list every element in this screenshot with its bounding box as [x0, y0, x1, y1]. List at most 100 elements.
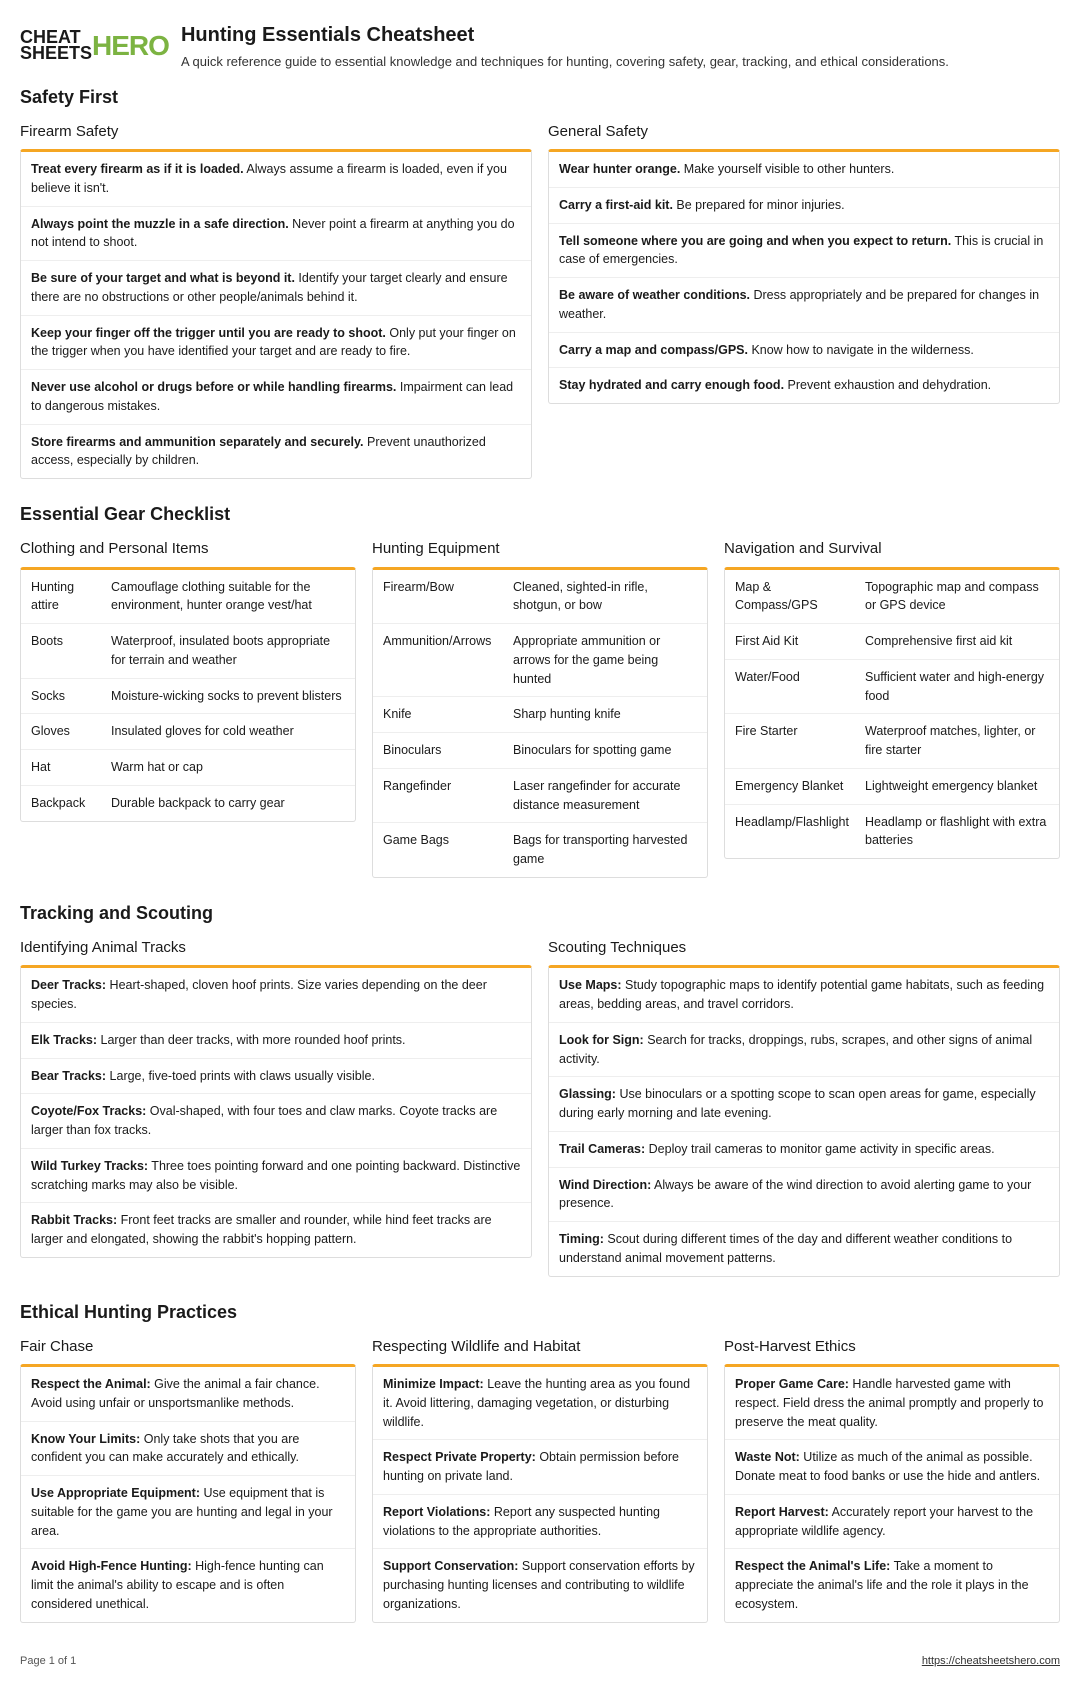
- table-key: Headlamp/Flashlight: [735, 813, 855, 851]
- table-value: Comprehensive first aid kit: [865, 632, 1049, 651]
- rule-item: Carry a first-aid kit. Be prepared for m…: [549, 188, 1059, 224]
- rule-bold: Timing:: [559, 1232, 604, 1246]
- rule-item: Use Maps: Study topographic maps to iden…: [549, 968, 1059, 1023]
- header-text: Hunting Essentials Cheatsheet A quick re…: [181, 20, 949, 72]
- card-post-harvest: Proper Game Care: Handle harvested game …: [724, 1364, 1060, 1623]
- card-scouting: Use Maps: Study topographic maps to iden…: [548, 965, 1060, 1276]
- rule-bold: Store firearms and ammunition separately…: [31, 435, 364, 449]
- table-value: Bags for transporting harvested game: [513, 831, 697, 869]
- page-title: Hunting Essentials Cheatsheet: [181, 20, 949, 50]
- rule-bold: Report Harvest:: [735, 1505, 829, 1519]
- subsection-title: General Safety: [548, 121, 1060, 144]
- card-equipment: Firearm/BowCleaned, sighted-in rifle, sh…: [372, 567, 708, 878]
- rule-bold: Support Conservation:: [383, 1559, 518, 1573]
- rule-item: Wind Direction: Always be aware of the w…: [549, 1168, 1059, 1223]
- rule-bold: Trail Cameras:: [559, 1142, 645, 1156]
- rule-bold: Keep your finger off the trigger until y…: [31, 326, 386, 340]
- rule-bold: Always point the muzzle in a safe direct…: [31, 217, 289, 231]
- table-value: Topographic map and compass or GPS devic…: [865, 578, 1049, 616]
- rule-item: Respect the Animal's Life: Take a moment…: [725, 1549, 1059, 1621]
- table-key: Rangefinder: [383, 777, 503, 815]
- footer-link[interactable]: https://cheatsheetshero.com: [922, 1653, 1060, 1670]
- rule-item: Elk Tracks: Larger than deer tracks, wit…: [21, 1023, 531, 1059]
- rule-bold: Look for Sign:: [559, 1033, 644, 1047]
- rule-bold: Use Maps:: [559, 978, 622, 992]
- table-key: Gloves: [31, 722, 101, 741]
- rule-item: Bear Tracks: Large, five-toed prints wit…: [21, 1059, 531, 1095]
- table-value: Appropriate ammunition or arrows for the…: [513, 632, 697, 688]
- rule-item: Waste Not: Utilize as much of the animal…: [725, 1440, 1059, 1495]
- card-tracks: Deer Tracks: Heart-shaped, cloven hoof p…: [20, 965, 532, 1258]
- rule-bold: Respect the Animal:: [31, 1377, 151, 1391]
- rule-bold: Stay hydrated and carry enough food.: [559, 378, 784, 392]
- table-key: Socks: [31, 687, 101, 706]
- footer: Page 1 of 1 https://cheatsheetshero.com: [20, 1653, 1060, 1670]
- subsection-title: Clothing and Personal Items: [20, 538, 356, 561]
- subsection-title: Hunting Equipment: [372, 538, 708, 561]
- card-respect: Minimize Impact: Leave the hunting area …: [372, 1364, 708, 1623]
- table-value: Headlamp or flashlight with extra batter…: [865, 813, 1049, 851]
- table-key: Hunting attire: [31, 578, 101, 616]
- table-row: Headlamp/Flashlight Headlamp or flashligh…: [725, 805, 1059, 859]
- table-value: Waterproof matches, lighter, or fire sta…: [865, 722, 1049, 760]
- logo-text-right: HERO: [92, 34, 169, 58]
- rule-item: Be sure of your target and what is beyon…: [21, 261, 531, 316]
- table-value: Moisture-wicking socks to prevent bliste…: [111, 687, 345, 706]
- table-key: Boots: [31, 632, 101, 670]
- rule-item: Wear hunter orange. Make yourself visibl…: [549, 152, 1059, 188]
- header: CHEATSHEETS HERO Hunting Essentials Chea…: [20, 20, 1060, 72]
- rule-item: Timing: Scout during different times of …: [549, 1222, 1059, 1276]
- section-heading-gear: Essential Gear Checklist: [20, 501, 1060, 528]
- rule-bold: Elk Tracks:: [31, 1033, 97, 1047]
- table-value: Warm hat or cap: [111, 758, 345, 777]
- rule-bold: Glassing:: [559, 1087, 616, 1101]
- table-value: Binoculars for spotting game: [513, 741, 697, 760]
- rule-bold: Proper Game Care:: [735, 1377, 849, 1391]
- table-row: KnifeSharp hunting knife: [373, 697, 707, 733]
- table-value: Insulated gloves for cold weather: [111, 722, 345, 741]
- page-number: Page 1 of 1: [20, 1653, 76, 1670]
- table-row: Emergency BlanketLightweight emergency b…: [725, 769, 1059, 805]
- subsection-title: Fair Chase: [20, 1336, 356, 1359]
- rule-bold: Wear hunter orange.: [559, 162, 680, 176]
- table-row: BootsWaterproof, insulated boots appropr…: [21, 624, 355, 679]
- logo: CHEATSHEETS HERO: [20, 20, 169, 72]
- rule-item: Never use alcohol or drugs before or whi…: [21, 370, 531, 425]
- rule-item: Stay hydrated and carry enough food. Pre…: [549, 368, 1059, 403]
- table-key: Emergency Blanket: [735, 777, 855, 796]
- subsection-title: Post-Harvest Ethics: [724, 1336, 1060, 1359]
- table-row: Firearm/BowCleaned, sighted-in rifle, sh…: [373, 570, 707, 625]
- rule-bold: Be aware of weather conditions.: [559, 288, 750, 302]
- rule-item: Be aware of weather conditions. Dress ap…: [549, 278, 1059, 333]
- rule-item: Use Appropriate Equipment: Use equipment…: [21, 1476, 355, 1549]
- subsection-title: Scouting Techniques: [548, 937, 1060, 960]
- table-row: Hunting attireCamouflage clothing suitab…: [21, 570, 355, 625]
- rule-bold: Report Violations:: [383, 1505, 490, 1519]
- subsection-title: Respecting Wildlife and Habitat: [372, 1336, 708, 1359]
- table-row: Hat Warm hat or cap: [21, 750, 355, 786]
- rule-bold: Avoid High-Fence Hunting:: [31, 1559, 192, 1573]
- rule-bold: Respect the Animal's Life:: [735, 1559, 890, 1573]
- rule-bold: Use Appropriate Equipment:: [31, 1486, 200, 1500]
- rule-bold: Tell someone where you are going and whe…: [559, 234, 951, 248]
- section-heading-tracking: Tracking and Scouting: [20, 900, 1060, 927]
- rule-item: Tell someone where you are going and whe…: [549, 224, 1059, 279]
- rule-bold: Carry a map and compass/GPS.: [559, 343, 748, 357]
- table-key: First Aid Kit: [735, 632, 855, 651]
- table-row: Fire StarterWaterproof matches, lighter,…: [725, 714, 1059, 769]
- rule-item: Carry a map and compass/GPS. Know how to…: [549, 333, 1059, 369]
- rule-item: Support Conservation: Support conservati…: [373, 1549, 707, 1621]
- rule-bold: Bear Tracks:: [31, 1069, 106, 1083]
- table-key: Hat: [31, 758, 101, 777]
- table-row: Ammunition/ArrowsAppropriate ammunition …: [373, 624, 707, 697]
- rule-bold: Coyote/Fox Tracks:: [31, 1104, 146, 1118]
- rule-item: Store firearms and ammunition separately…: [21, 425, 531, 479]
- rule-item: Minimize Impact: Leave the hunting area …: [373, 1367, 707, 1440]
- table-key: Knife: [383, 705, 503, 724]
- rule-item: Avoid High-Fence Hunting: High-fence hun…: [21, 1549, 355, 1621]
- rule-bold: Respect Private Property:: [383, 1450, 536, 1464]
- table-row: Map & Compass/GPSTopographic map and com…: [725, 570, 1059, 625]
- rule-bold: Rabbit Tracks:: [31, 1213, 117, 1227]
- table-row: BackpackDurable backpack to carry gear: [21, 786, 355, 821]
- rule-item: Rabbit Tracks: Front feet tracks are sma…: [21, 1203, 531, 1257]
